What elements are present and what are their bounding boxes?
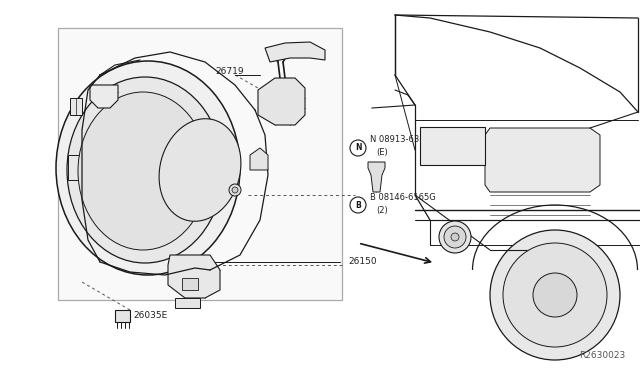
- Text: (E): (E): [376, 148, 388, 157]
- Text: N: N: [355, 144, 361, 153]
- Ellipse shape: [78, 92, 208, 250]
- Circle shape: [439, 221, 471, 253]
- Text: 26150: 26150: [348, 257, 376, 266]
- Text: 26719: 26719: [215, 67, 244, 77]
- Polygon shape: [168, 255, 220, 298]
- Circle shape: [444, 226, 466, 248]
- Text: 26035E: 26035E: [133, 311, 167, 320]
- Circle shape: [451, 233, 459, 241]
- Polygon shape: [182, 278, 198, 290]
- Polygon shape: [175, 298, 200, 308]
- Polygon shape: [265, 42, 325, 62]
- Ellipse shape: [159, 119, 241, 221]
- Polygon shape: [68, 155, 82, 180]
- Circle shape: [490, 230, 620, 360]
- Text: (2): (2): [376, 206, 388, 215]
- Circle shape: [232, 187, 238, 193]
- Circle shape: [350, 197, 366, 213]
- Circle shape: [350, 140, 366, 156]
- Polygon shape: [70, 98, 82, 115]
- Text: R2630023: R2630023: [579, 351, 625, 360]
- Polygon shape: [485, 128, 600, 192]
- Text: B 08146-6165G: B 08146-6165G: [370, 193, 436, 202]
- Circle shape: [229, 184, 241, 196]
- Polygon shape: [258, 78, 305, 125]
- Circle shape: [533, 273, 577, 317]
- Bar: [420, 127, 485, 165]
- Polygon shape: [250, 148, 268, 170]
- Text: B: B: [355, 201, 361, 209]
- Bar: [58, 28, 342, 300]
- Polygon shape: [115, 310, 130, 322]
- Ellipse shape: [67, 77, 223, 263]
- Ellipse shape: [56, 61, 240, 275]
- Text: N 08913-6365A: N 08913-6365A: [370, 135, 436, 144]
- Circle shape: [503, 243, 607, 347]
- Polygon shape: [90, 85, 118, 108]
- Polygon shape: [368, 162, 385, 192]
